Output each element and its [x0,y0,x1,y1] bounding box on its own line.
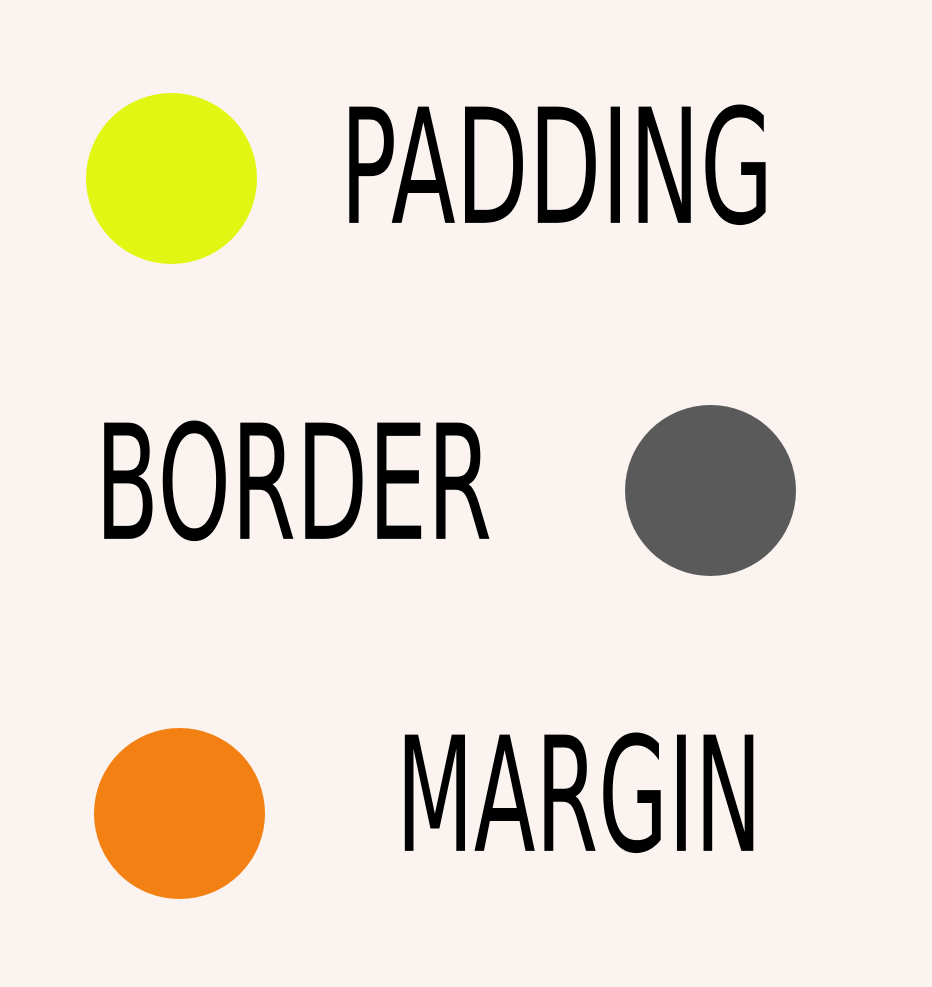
padding-label: PADDING [340,74,774,261]
padding-color-swatch [86,93,257,264]
border-label: BORDER [95,390,493,577]
margin-color-swatch [94,728,265,899]
border-color-swatch [625,405,796,576]
margin-label: MARGIN [396,702,763,889]
